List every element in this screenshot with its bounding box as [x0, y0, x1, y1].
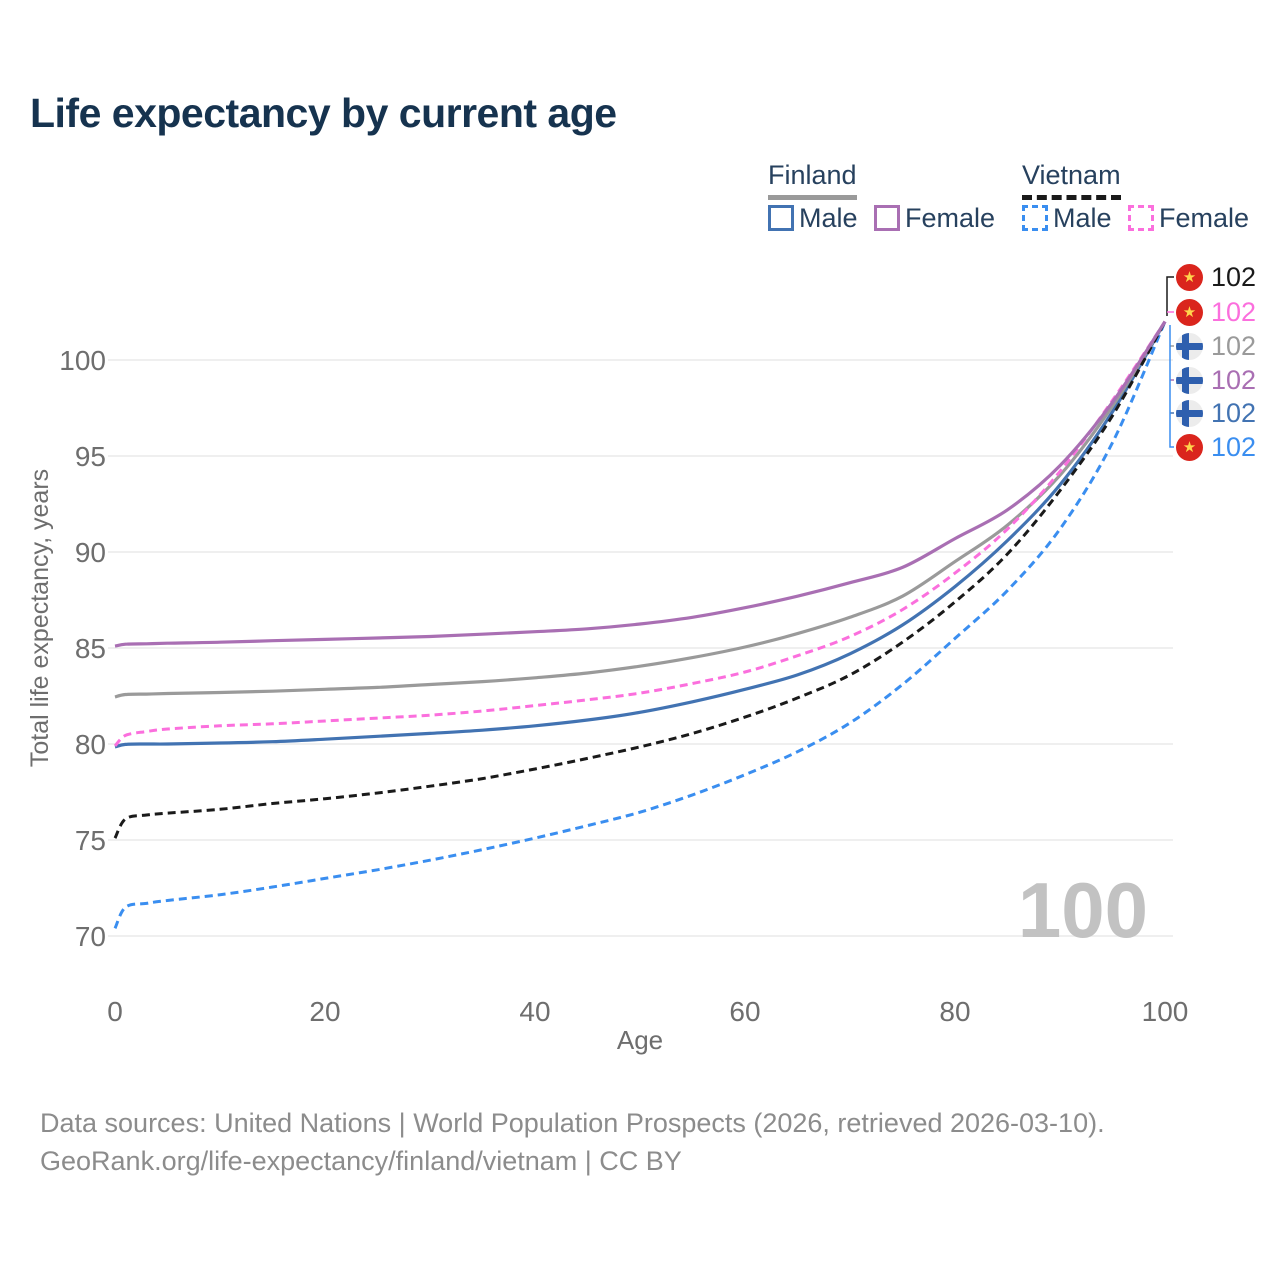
legend-item-vietnam-male[interactable]: Male	[1022, 203, 1112, 233]
end-label-value: 102	[1211, 330, 1257, 361]
end-label-row: ★ 102	[1176, 261, 1257, 292]
y-tick-label: 75	[75, 825, 106, 856]
end-label-row: ★ 102	[1176, 296, 1257, 327]
star-icon: ★	[1182, 268, 1197, 286]
data-source-text: Data sources: United Nations | World Pop…	[40, 1108, 1105, 1138]
vietnam-male-swatch-icon	[1022, 205, 1048, 231]
y-tick-label: 95	[75, 441, 106, 472]
x-axis-title: Age	[617, 1025, 663, 1055]
x-tick-label: 20	[309, 996, 340, 1027]
page-title: Life expectancy by current age	[30, 90, 617, 136]
end-label-value: 102	[1211, 296, 1257, 327]
finland-female-swatch-icon	[874, 205, 900, 231]
end-label-row: 102	[1176, 397, 1257, 428]
finland-flag-icon	[1176, 399, 1203, 427]
end-label-value: 102	[1211, 431, 1257, 462]
series-line-finland-male	[114, 320, 1167, 749]
series-line-finland-female	[114, 320, 1167, 648]
x-tick-label: 60	[729, 996, 760, 1027]
end-label-value: 102	[1211, 261, 1257, 292]
legend-item-finland-male[interactable]: Male	[768, 203, 858, 233]
watermark-text: 100	[1018, 866, 1148, 954]
legend-vietnam-label: Vietnam	[1022, 160, 1121, 200]
legend-group-header-vietnam: Vietnam	[1022, 160, 1121, 200]
star-icon: ★	[1182, 438, 1197, 456]
star-icon: ★	[1182, 303, 1197, 321]
leader-line	[1169, 325, 1174, 448]
x-tick-label: 80	[939, 996, 970, 1027]
legend-item-finland-female[interactable]: Female	[874, 203, 995, 233]
series-line-vietnam-male	[113, 321, 1167, 929]
legend-group-header-finland: Finland	[768, 160, 857, 200]
y-tick-label: 70	[75, 921, 106, 952]
end-label-row: 102	[1176, 364, 1257, 395]
vietnam-flag-icon: ★	[1176, 263, 1203, 291]
series-line-vietnam-female	[113, 320, 1167, 747]
end-label-row: ★ 102	[1176, 431, 1257, 462]
vietnam-flag-icon: ★	[1176, 298, 1203, 326]
vietnam-female-swatch-icon	[1128, 205, 1154, 231]
end-label-row: 102	[1176, 330, 1257, 361]
series-line-vietnam-total	[113, 320, 1167, 839]
leader-line	[1166, 276, 1174, 316]
legend-finland-label: Finland	[768, 160, 857, 200]
vietnam-flag-icon: ★	[1176, 433, 1203, 461]
series-line-finland-total	[114, 320, 1167, 699]
attribution-url-text: GeoRank.org/life-expectancy/finland/viet…	[40, 1146, 682, 1176]
y-axis-title: Total life expectancy, years	[26, 469, 54, 767]
x-tick-label: 0	[107, 996, 123, 1027]
x-tick-label: 40	[519, 996, 550, 1027]
legend-item-vietnam-female[interactable]: Female	[1128, 203, 1249, 233]
y-tick-label: 90	[75, 537, 106, 568]
finland-flag-icon	[1176, 332, 1203, 360]
end-label-value: 102	[1211, 364, 1257, 395]
x-tick-label: 100	[1142, 996, 1189, 1027]
end-label-value: 102	[1211, 397, 1257, 428]
finland-male-swatch-icon	[768, 205, 794, 231]
y-tick-label: 85	[75, 633, 106, 664]
y-tick-label: 80	[75, 729, 106, 760]
y-tick-label: 100	[59, 345, 106, 376]
finland-flag-icon	[1176, 366, 1203, 394]
